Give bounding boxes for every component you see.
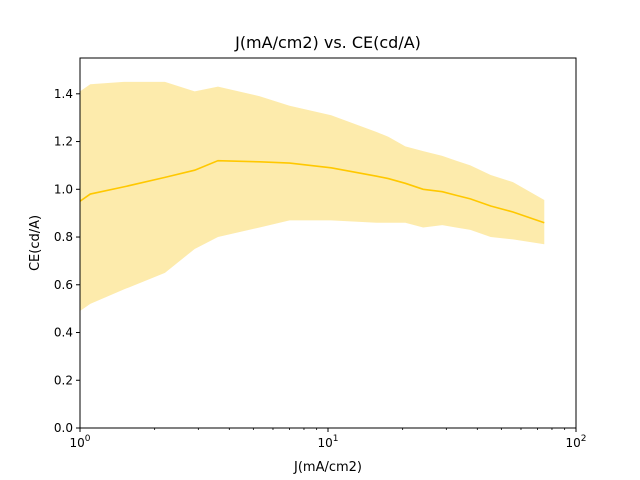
y-axis: 0.0 0.2 0.4 0.6 0.8 1.0 1.2 1.4	[54, 87, 80, 435]
y-tick-label: 1.0	[54, 182, 73, 196]
y-tick-label: 1.2	[54, 135, 73, 149]
y-axis-label: CE(cd/A)	[28, 215, 43, 271]
y-tick-label: 0.8	[54, 230, 73, 244]
x-tick-label: 100	[69, 434, 90, 450]
confidence-band	[80, 81, 545, 312]
x-tick-label: 101	[317, 434, 338, 450]
y-tick-label: 0.4	[54, 326, 73, 340]
y-tick-label: 1.4	[54, 87, 73, 101]
x-axis-label: J(mA/cm2)	[293, 460, 362, 475]
y-tick-label: 0.6	[54, 278, 73, 292]
x-axis: 100 101 102	[69, 428, 587, 450]
chart-title: J(mA/cm2) vs. CE(cd/A)	[234, 33, 421, 52]
plot-area	[79, 81, 545, 312]
mean-line	[79, 159, 545, 224]
y-tick-label: 0.0	[54, 421, 73, 435]
y-tick-label: 0.2	[54, 373, 73, 387]
x-tick-label: 102	[565, 434, 586, 450]
